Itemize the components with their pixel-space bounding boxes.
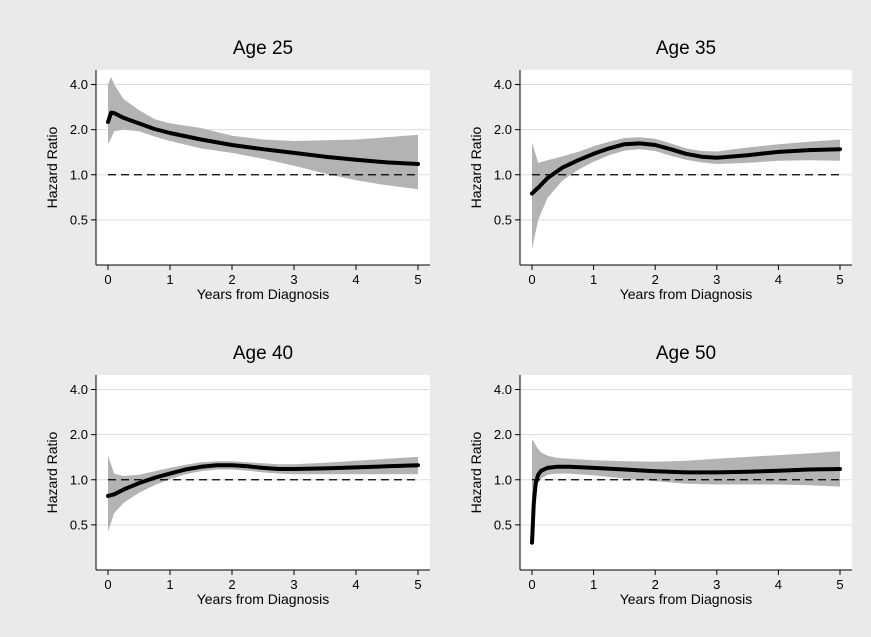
panel-age-25: 0 1 2 3 4 5 0.5 1.0 2.0 4.0 Age 25 Years from Di… bbox=[44, 38, 430, 302]
x-tick-label: 2 bbox=[228, 272, 235, 287]
x-tick-label: 3 bbox=[290, 272, 297, 287]
x-tick-label: 5 bbox=[414, 577, 421, 592]
x-tick-label: 1 bbox=[590, 272, 597, 287]
x-tick-label: 2 bbox=[652, 272, 659, 287]
x-tick-label: 1 bbox=[166, 272, 173, 287]
y-axis: 0.5 1.0 2.0 4.0 bbox=[494, 375, 521, 570]
y-tick-label: 2.0 bbox=[70, 427, 88, 442]
x-tick-label: 1 bbox=[590, 577, 597, 592]
y-tick-label: 2.0 bbox=[70, 122, 88, 137]
y-tick-label: 0.5 bbox=[70, 212, 88, 227]
y-tick-label: 0.5 bbox=[494, 517, 512, 532]
x-tick-label: 5 bbox=[836, 272, 843, 287]
x-tick-label: 3 bbox=[713, 272, 720, 287]
x-axis: 0 1 2 3 4 5 bbox=[96, 569, 430, 592]
y-tick-label: 2.0 bbox=[494, 122, 512, 137]
x-tick-label: 4 bbox=[775, 577, 782, 592]
hazard-ratio-curve bbox=[530, 464, 842, 545]
x-axis: 0 1 2 3 4 5 bbox=[96, 264, 430, 287]
y-axis: 0.5 1.0 2.0 4.0 bbox=[494, 70, 521, 265]
panel-age-40: 0 1 2 3 4 5 0.5 1.0 2.0 4.0 Age 40 Years from Di… bbox=[44, 343, 430, 607]
y-tick-label: 4.0 bbox=[70, 77, 88, 92]
x-axis-label: Years from Diagnosis bbox=[620, 591, 753, 607]
y-tick-label: 0.5 bbox=[494, 212, 512, 227]
x-axis-label: Years from Diagnosis bbox=[620, 286, 753, 302]
x-tick-label: 4 bbox=[775, 272, 782, 287]
x-axis-label: Years from Diagnosis bbox=[197, 591, 330, 607]
hazard-ratio-curve bbox=[106, 110, 420, 166]
y-axis-label: Hazard Ratio bbox=[468, 431, 484, 513]
x-tick-label: 4 bbox=[352, 577, 359, 592]
x-tick-label: 4 bbox=[352, 272, 359, 287]
x-tick-label: 5 bbox=[836, 577, 843, 592]
hazard-ratio-curve bbox=[530, 141, 842, 196]
y-axis-label: Hazard Ratio bbox=[468, 126, 484, 208]
panel-age-35: 0 1 2 3 4 5 0.5 1.0 2.0 4.0 Age 35 Years from Di… bbox=[468, 38, 852, 302]
y-tick-label: 1.0 bbox=[70, 167, 88, 182]
x-tick-label: 3 bbox=[713, 577, 720, 592]
y-axis: 0.5 1.0 2.0 4.0 bbox=[70, 375, 97, 570]
x-tick-label: 1 bbox=[166, 577, 173, 592]
y-axis-label: Hazard Ratio bbox=[44, 431, 60, 513]
x-tick-label: 2 bbox=[228, 577, 235, 592]
x-axis: 0 1 2 3 4 5 bbox=[520, 264, 852, 287]
confidence-band bbox=[108, 455, 418, 532]
y-tick-label: 4.0 bbox=[494, 77, 512, 92]
panel-title: Age 35 bbox=[656, 38, 716, 59]
hazard-ratio-curve bbox=[106, 463, 420, 498]
x-tick-label: 0 bbox=[104, 577, 111, 592]
y-tick-label: 2.0 bbox=[494, 427, 512, 442]
y-tick-label: 1.0 bbox=[494, 472, 512, 487]
y-tick-label: 0.5 bbox=[70, 517, 88, 532]
panel-age-50: 0 1 2 3 4 5 0.5 1.0 2.0 4.0 Age 50 Years from Di… bbox=[468, 343, 852, 607]
x-axis-label: Years from Diagnosis bbox=[197, 286, 330, 302]
x-tick-label: 3 bbox=[290, 577, 297, 592]
panel-title: Age 25 bbox=[233, 38, 293, 59]
y-tick-label: 1.0 bbox=[70, 472, 88, 487]
y-axis: 0.5 1.0 2.0 4.0 bbox=[70, 70, 97, 265]
y-tick-label: 4.0 bbox=[70, 382, 88, 397]
y-tick-label: 1.0 bbox=[494, 167, 512, 182]
x-tick-label: 0 bbox=[528, 272, 535, 287]
x-tick-label: 5 bbox=[414, 272, 421, 287]
panel-title: Age 40 bbox=[233, 343, 293, 364]
y-axis-label: Hazard Ratio bbox=[44, 126, 60, 208]
confidence-band bbox=[108, 76, 418, 190]
y-tick-label: 4.0 bbox=[494, 382, 512, 397]
panel-title: Age 50 bbox=[656, 343, 716, 364]
confidence-band bbox=[532, 439, 840, 543]
x-tick-label: 0 bbox=[528, 577, 535, 592]
x-axis: 0 1 2 3 4 5 bbox=[520, 569, 852, 592]
x-tick-label: 2 bbox=[652, 577, 659, 592]
x-tick-label: 0 bbox=[104, 272, 111, 287]
